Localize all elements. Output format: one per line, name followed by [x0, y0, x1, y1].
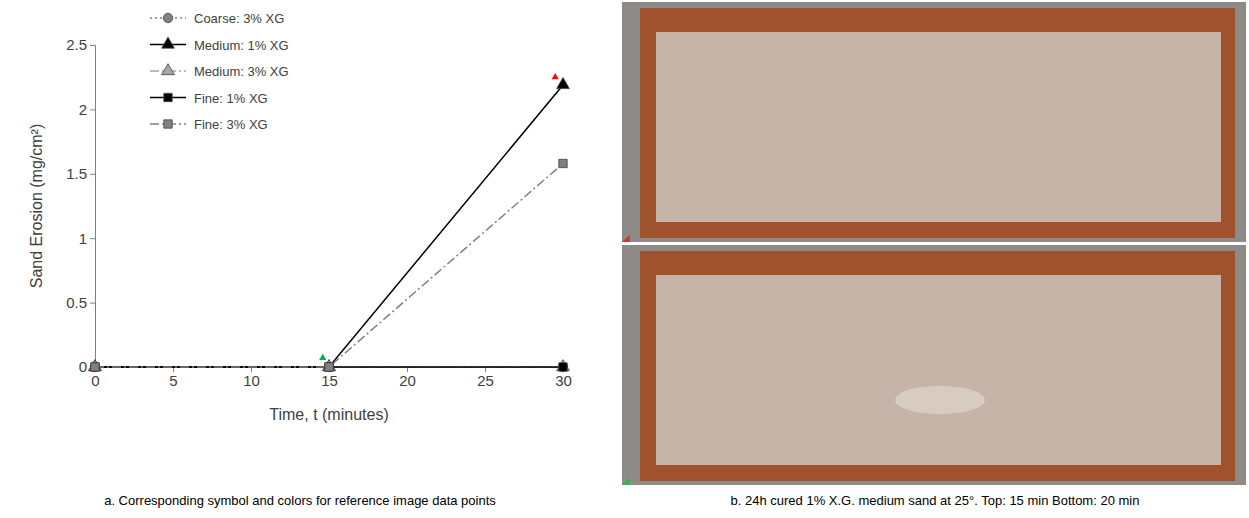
- legend-marker: [164, 120, 172, 128]
- figure: 0 5 10 15 20 25 30 0 0.5 1 1.5 2 2.5 Time, t (minutes…: [0, 0, 1249, 518]
- y-tick: 2: [79, 101, 95, 118]
- series-marker: [324, 362, 333, 371]
- series-marker: [557, 360, 570, 371]
- series-marker: [559, 363, 567, 371]
- series-marker: [89, 360, 102, 371]
- y-tick-mark: [90, 238, 95, 239]
- legend-marker: [163, 13, 172, 22]
- wood-frame: [640, 251, 1235, 481]
- series-marker: [323, 360, 336, 371]
- photo-panel: [622, 2, 1246, 485]
- y-tick-mark: [90, 174, 95, 175]
- x-tick-label: 15: [321, 372, 338, 389]
- series-marker: [325, 363, 333, 371]
- y-tick-label: 1: [79, 230, 87, 247]
- plot-area: [89, 73, 570, 372]
- photo-marker: [622, 235, 630, 242]
- legend-label: Fine: 3% XG: [194, 117, 268, 132]
- reference-marker: [319, 354, 326, 360]
- series-line: [95, 85, 563, 367]
- x-tick-label: 5: [169, 372, 177, 389]
- y-tick-label: 0.5: [66, 294, 87, 311]
- y-tick-label: 2.5: [66, 36, 87, 53]
- y-tick-mark: [90, 109, 95, 110]
- legend-entry: Medium: 1% XG: [150, 37, 289, 52]
- legend-label: Medium: 3% XG: [194, 64, 289, 79]
- x-axis-title: Time, t (minutes): [269, 406, 388, 423]
- series-marker: [558, 362, 567, 371]
- photo-background: [622, 2, 1246, 242]
- series-marker: [89, 360, 102, 371]
- caption: b. 24h cured 1% X.G. medium sand at 25°.…: [731, 493, 1140, 508]
- sand-surface: [656, 275, 1221, 465]
- x-tick-label: 0: [91, 372, 99, 389]
- y-tick-mark: [90, 303, 95, 304]
- legend-marker: [164, 93, 172, 101]
- sand-surface: [656, 32, 1221, 222]
- y-tick-label: 2: [79, 101, 87, 118]
- x-tick: 10: [243, 367, 260, 389]
- y-tick: 0.5: [66, 294, 95, 311]
- x-tick: 20: [399, 367, 416, 389]
- legend-label: Coarse: 3% XG: [194, 11, 284, 26]
- x-tick-label: 30: [555, 372, 572, 389]
- legend-entry: Fine: 3% XG: [150, 117, 268, 132]
- y-axis-title: Sand Erosion (mg/cm²): [28, 124, 45, 289]
- y-tick-label: 0: [79, 358, 87, 375]
- series-marker: [90, 362, 99, 371]
- y-axis-line: [90, 46, 96, 368]
- x-tick-label: 10: [243, 372, 260, 389]
- legend: Coarse: 3% XG Medium: 1% XG Medium: 3% XG F…: [150, 11, 289, 132]
- reference-marker: [552, 73, 559, 79]
- legend-marker: [162, 37, 175, 48]
- photo-background: [622, 245, 1246, 485]
- legend-marker: [162, 64, 175, 75]
- wood-frame: [640, 8, 1235, 238]
- series-marker: [325, 363, 333, 371]
- y-tick: 1.5: [66, 165, 95, 182]
- y-tick-mark: [90, 45, 95, 46]
- legend-entry: Coarse: 3% XG: [150, 11, 284, 26]
- caption: a. Corresponding symbol and colors for r…: [104, 493, 496, 508]
- legend-label: Medium: 1% XG: [194, 38, 289, 53]
- y-tick: 2.5: [66, 36, 95, 53]
- legend-entry: Medium: 3% XG: [150, 64, 289, 79]
- y-axis: 0 0.5 1 1.5 2 2.5: [66, 36, 95, 375]
- series-marker: [323, 360, 336, 371]
- series-marker: [559, 159, 567, 167]
- erosion-patch: [895, 386, 985, 414]
- series-marker: [91, 363, 99, 371]
- series-line: [95, 163, 563, 367]
- x-tick-label: 25: [477, 372, 494, 389]
- x-tick-label: 20: [399, 372, 416, 389]
- photo-bottom: [622, 245, 1246, 485]
- series-marker: [91, 363, 99, 371]
- photo-marker: [622, 478, 630, 485]
- y-tick-label: 1.5: [66, 165, 87, 182]
- x-tick: 5: [169, 367, 177, 389]
- y-tick: 1: [79, 230, 95, 247]
- x-tick: 25: [477, 367, 494, 389]
- legend-label: Fine: 1% XG: [194, 91, 268, 106]
- legend-entry: Fine: 1% XG: [150, 91, 268, 106]
- photo-top: [622, 2, 1246, 242]
